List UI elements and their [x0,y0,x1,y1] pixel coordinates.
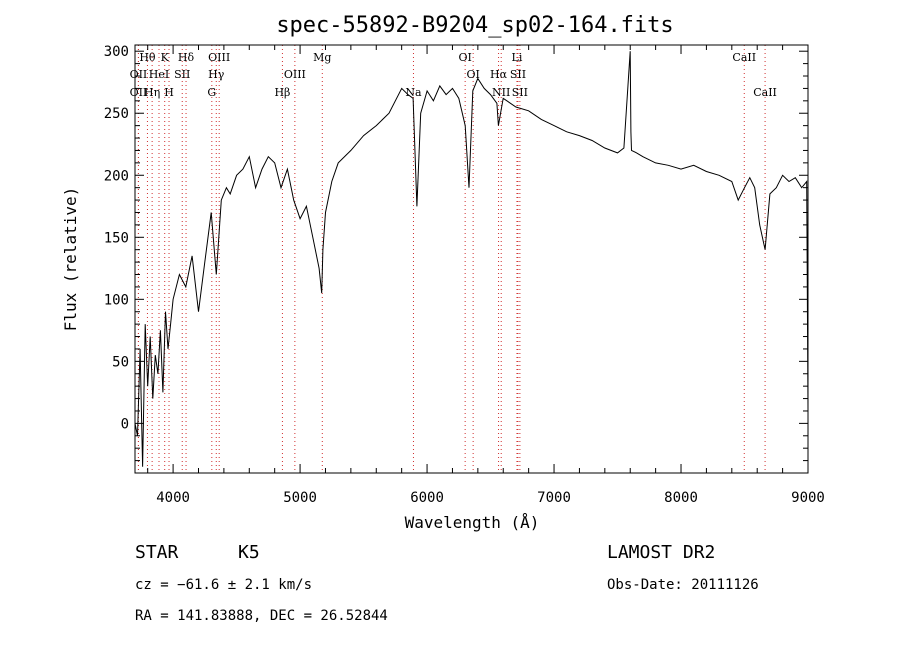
object-subclass: K5 [238,542,260,563]
spectral-line-label: G [207,86,216,99]
spectral-line-label: OIII [208,51,230,64]
y-tick-label: 150 [104,230,129,246]
y-tick-label: 300 [104,44,129,60]
spectral-line-label: Hη [144,86,160,99]
y-tick-label: 200 [104,168,129,184]
x-tick-label: 7000 [537,490,571,506]
y-tick-label: 100 [104,292,129,308]
spectrum-series-line [134,51,809,467]
spectral-line-label: Hθ [139,51,156,64]
spectral-line-label: HeI [149,68,169,81]
spectral-line-label: OIII [284,68,306,81]
y-tick-label: 0 [121,416,129,432]
survey-name: LAMOST DR2 [607,542,715,563]
spectral-line-label: CaII [753,86,777,99]
spectral-line-label: K [161,51,170,64]
object-class: STAR [135,542,179,563]
spectral-line-label: OI [466,68,479,81]
spectral-line-markers [137,45,766,473]
plot-frame [134,44,809,474]
spectral-line-label: CaII [732,51,756,64]
chart-title: spec-55892-B9204_sp02-164.fits [276,13,673,38]
x-tick-label: 8000 [664,490,698,506]
x-tick-label: 5000 [283,490,317,506]
spectral-line-label: OII [130,68,148,81]
x-tick-label: 4000 [156,490,190,506]
observation-date: Obs-Date: 20111126 [607,577,759,593]
spectral-line-label: SII [510,68,526,81]
spectral-line-label: Na [405,86,422,99]
x-tick-label: 9000 [791,490,825,506]
y-axis-ticks: 0 50 100 150 200 250 300 [104,44,808,462]
x-axis-label: Wavelength (Å) [405,513,540,532]
x-axis-ticks: 4000 5000 6000 7000 8000 9000 [147,45,825,506]
spectral-line-label: SII [174,68,190,81]
spectral-line-label: Hγ [208,68,225,81]
spectral-line-label: Hβ [274,86,290,99]
sky-coordinates: RA = 141.83888, DEC = 26.52844 [135,608,388,624]
x-tick-label: 6000 [410,490,444,506]
spectral-line-label: SII [512,86,528,99]
spectral-line-label: OI [458,51,471,64]
y-axis-label: Flux (relative) [61,187,80,332]
spectral-line-label: OII [130,86,148,99]
y-tick-label: 250 [104,106,129,122]
spectral-line-label: Hδ [178,51,195,64]
spectral-line-label: H [164,86,174,99]
y-tick-label: 50 [112,354,129,370]
spectral-line-label: Li [512,51,523,64]
spectral-line-label: NII [492,86,510,99]
spectral-line-label: Mg [313,51,331,64]
redshift-cz: cz = −61.6 ± 2.1 km/s [135,577,312,593]
spectral-line-label: Hα [490,68,508,81]
